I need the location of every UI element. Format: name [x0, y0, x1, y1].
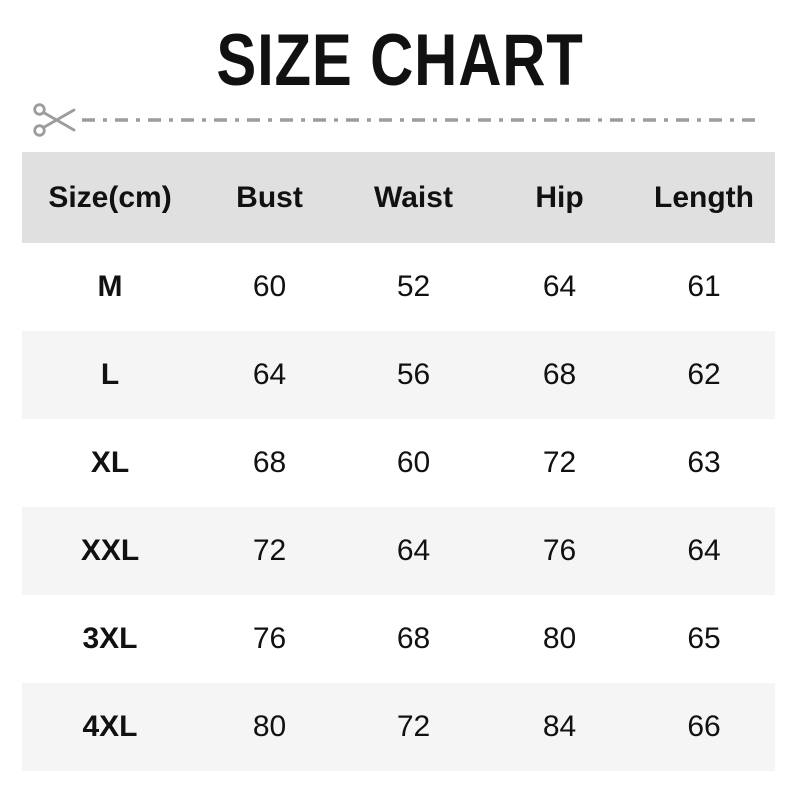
size-cell: 3XL [82, 622, 138, 655]
size-cell: XL [90, 446, 130, 479]
bust-cell: 64 [252, 358, 287, 391]
page-title-text: SIZE CHART [216, 20, 584, 101]
page-title: SIZE CHART [0, 20, 800, 109]
waist-cell: 68 [396, 622, 431, 655]
size-chart-table: Size(cm) Bust Waist Hip Length M 60 52 6… [22, 152, 775, 771]
scissors-icon [33, 103, 76, 137]
waist-cell: 64 [396, 534, 431, 567]
table-row-m: M 60 52 64 61 [22, 243, 775, 331]
waist-cell: 56 [396, 358, 431, 391]
hip-cell: 72 [542, 446, 577, 479]
hip-cell: 64 [542, 270, 577, 303]
cut-line [33, 103, 763, 137]
waist-cell: 60 [396, 446, 431, 479]
bust-cell: 76 [252, 622, 287, 655]
size-cell: 4XL [82, 710, 138, 743]
size-cell: L [100, 358, 120, 391]
header-cell-hip: Hip [535, 180, 584, 214]
table-row-4xl: 4XL 80 72 84 66 [22, 683, 775, 771]
table-row-l: L 64 56 68 62 [22, 331, 775, 419]
hip-cell: 68 [542, 358, 577, 391]
length-cell: 62 [687, 358, 721, 391]
table-row-3xl: 3XL 76 68 80 65 [22, 595, 775, 683]
bust-cell: 68 [252, 446, 287, 479]
length-cell: 64 [687, 534, 721, 567]
header-cell-length: Length [654, 180, 754, 214]
hip-cell: 76 [542, 534, 577, 567]
length-cell: 61 [687, 270, 721, 303]
header-cell-waist: Waist [374, 180, 453, 214]
hip-cell: 84 [542, 710, 577, 743]
length-cell: 66 [687, 710, 721, 743]
table-row-xxl: XXL 72 64 76 64 [22, 507, 775, 595]
table-row-xl: XL 68 60 72 63 [22, 419, 775, 507]
length-cell: 63 [687, 446, 721, 479]
bust-cell: 72 [252, 534, 287, 567]
waist-cell: 72 [396, 710, 431, 743]
length-cell: 65 [687, 622, 721, 655]
waist-cell: 52 [396, 270, 431, 303]
size-cell: M [97, 270, 123, 303]
bust-cell: 80 [252, 710, 287, 743]
size-cell: XXL [80, 534, 140, 567]
header-cell-bust: Bust [236, 180, 303, 214]
hip-cell: 80 [542, 622, 577, 655]
table-header-row: Size(cm) Bust Waist Hip Length [22, 152, 775, 243]
bust-cell: 60 [252, 270, 287, 303]
header-cell-size: Size(cm) [48, 180, 172, 214]
